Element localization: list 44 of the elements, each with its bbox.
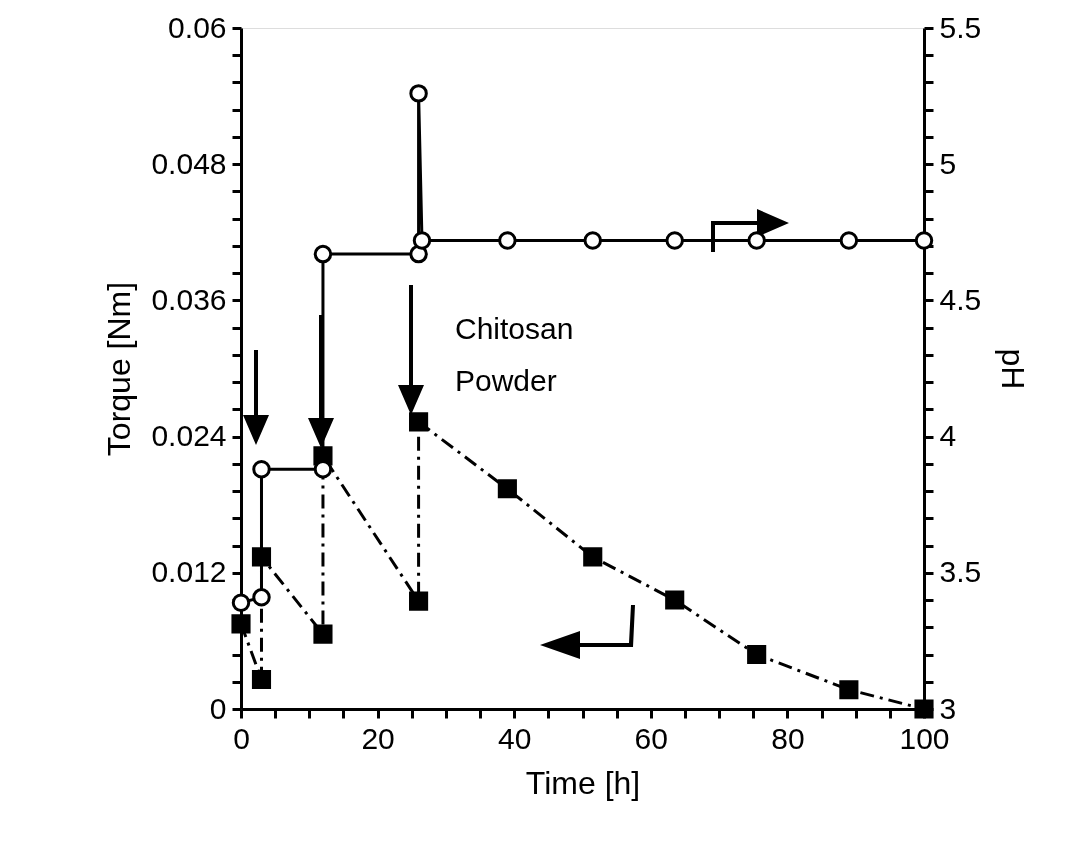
point (252, 588, 271, 607)
point (665, 231, 684, 250)
point (252, 460, 271, 479)
annotation: Chitosan Powder (455, 312, 574, 397)
point (313, 460, 333, 479)
point (251, 669, 272, 690)
point (747, 644, 767, 665)
point (747, 231, 766, 250)
point (583, 547, 603, 567)
point (409, 591, 429, 611)
y2-tick-label: 4 (939, 419, 957, 453)
y2-tick-label: 5 (939, 146, 957, 180)
point (665, 590, 685, 610)
point (409, 84, 428, 103)
y-tick-label: 0.048 (151, 146, 227, 180)
y-axis-title: Torque [Nm] (101, 281, 138, 457)
point (412, 231, 432, 250)
y2-tick-label: 3.5 (939, 555, 982, 589)
point (497, 479, 517, 499)
point (498, 231, 517, 250)
y-tick-label: 0.024 (151, 419, 227, 453)
point (839, 231, 859, 250)
y2-tick-label: 4.5 (939, 282, 982, 316)
x-tick-label: 0 (233, 721, 250, 755)
point (313, 244, 333, 264)
point (914, 231, 934, 250)
y2-axis-title: pH (995, 348, 1032, 390)
x-tick-label: 40 (498, 721, 532, 755)
point (914, 699, 934, 719)
point (409, 412, 429, 432)
point (839, 680, 859, 700)
y-tick-label: 0.012 (151, 555, 227, 589)
point (313, 624, 333, 644)
x-tick-label: 20 (361, 721, 395, 755)
y2-tick-label: 5.5 (939, 10, 982, 44)
x-tick-label: 80 (771, 721, 805, 755)
x-axis-title: Time [h] (525, 764, 641, 801)
point (231, 614, 251, 634)
point (231, 593, 251, 612)
y-tick-label: 0 (209, 691, 227, 725)
y-tick-label: 0.036 (151, 282, 227, 316)
x-tick-label: 60 (634, 721, 668, 755)
y-tick-label: 0.06 (168, 10, 227, 44)
point (583, 231, 602, 250)
